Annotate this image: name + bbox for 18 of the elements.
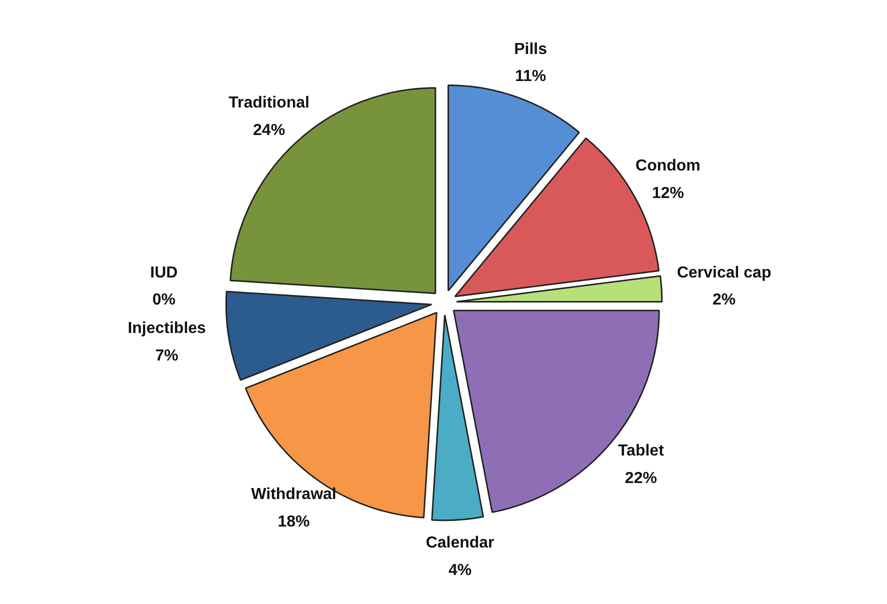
slice-label: Tablet — [618, 442, 665, 460]
data-label: 11% — [515, 68, 546, 86]
category-label: IUD — [150, 264, 178, 282]
data-label: 24% — [253, 122, 286, 140]
data-label: 4% — [448, 562, 472, 579]
slice-label: Traditional — [228, 94, 310, 112]
data-label: 12% — [652, 185, 684, 202]
slice-label: Cervical cap — [676, 264, 772, 282]
data-label: 18% — [278, 514, 310, 531]
data-label: 2% — [712, 292, 736, 309]
text: 0% — [152, 292, 176, 309]
slice-label: Calendar — [426, 534, 494, 552]
slice-label: Condom — [636, 158, 700, 175]
slice-label: Injectibles — [128, 320, 206, 338]
data-label: 22% — [624, 470, 657, 487]
slice-label: Pills — [514, 40, 548, 58]
slice-label: Withdrawal — [251, 486, 336, 504]
data-label: 7% — [155, 348, 178, 365]
